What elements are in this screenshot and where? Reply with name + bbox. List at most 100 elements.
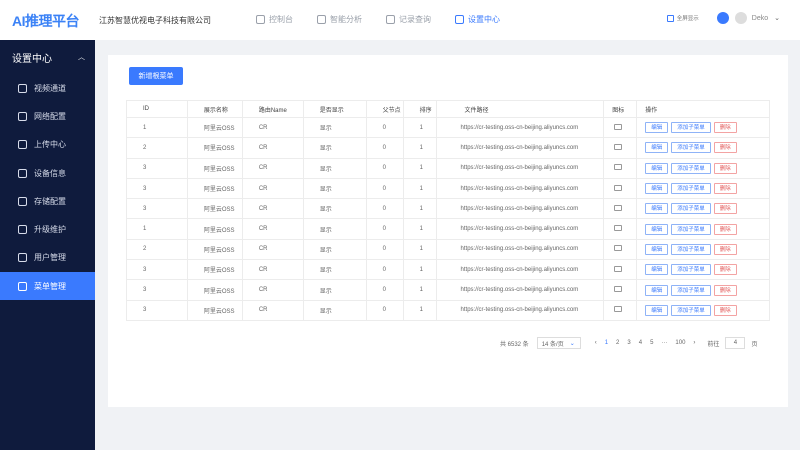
edit-button[interactable]: 编辑 [645,223,669,235]
page-size-select[interactable]: 14 条/页 ⌄ [536,337,581,349]
add-child-menu-button[interactable]: 添加子菜单 [671,304,711,316]
chevron-down-icon[interactable]: ⌄ [774,15,780,22]
add-child-menu-button[interactable]: 添加子菜单 [671,223,711,235]
sidebar-item-6[interactable]: 用户管理 [0,244,95,272]
edit-button[interactable]: 编辑 [645,183,669,195]
sidebar-title[interactable]: 设置中心 ︿ [12,53,85,65]
storage-icon [18,196,27,206]
sidebar-item-5[interactable]: 升级维护 [0,215,95,243]
add-child-menu-button[interactable]: 添加子菜单 [671,183,711,195]
bell-icon[interactable] [716,12,729,24]
sidebar-item-label: 设备信息 [34,168,66,178]
user-name[interactable]: Deko [751,14,769,22]
page-button[interactable]: 5 [650,340,654,346]
clock-icon [317,15,326,24]
delete-button[interactable]: 删除 [713,142,737,154]
delete-button[interactable]: 删除 [713,304,737,316]
delete-button[interactable]: 删除 [713,223,737,235]
edit-button[interactable]: 编辑 [645,264,669,276]
prev-page-button[interactable]: ‹ [594,340,597,346]
edit-button[interactable]: 编辑 [645,284,669,296]
nav-clock[interactable]: 智能分析 [317,14,362,25]
delete-button[interactable]: 删除 [713,243,737,255]
table-cell: 3 [126,177,188,200]
add-child-menu-button[interactable]: 添加子菜单 [671,122,711,134]
sidebar-item-7[interactable]: 菜单管理 [0,272,95,301]
avatar[interactable] [734,12,747,24]
table-cell: CR [241,259,304,281]
edit-button[interactable]: 编辑 [645,142,669,154]
column-header: 父节点 [365,100,404,118]
icon-cell [603,218,638,240]
chevron-down-icon: ⌄ [569,340,575,347]
delete-button[interactable]: 删除 [713,162,737,174]
table-cell: https://cr-testing.oss-cn-beijing.aliyun… [435,238,605,261]
goto-page-input[interactable]: 4 [725,337,746,349]
add-child-menu-button[interactable]: 添加子菜单 [671,203,711,215]
edit-button[interactable]: 编辑 [645,203,669,215]
table-cell: 1 [402,137,437,159]
sidebar-item-0[interactable]: 视频通道 [0,74,95,102]
add-root-menu-button[interactable]: 新增根菜单 [129,67,183,85]
home-icon [256,15,265,24]
ops-cell: 编辑 添加子菜单 删除 [636,299,770,321]
sidebar-item-3[interactable]: 设备信息 [0,159,95,187]
next-page-button[interactable]: › [693,340,696,346]
icon-cell [603,259,638,281]
table-cell: 3 [126,279,188,301]
page-button[interactable]: ··· [661,340,668,346]
table-cell: 阿里云OSS [186,137,243,159]
delete-button[interactable]: 删除 [713,183,737,195]
column-header: ID [126,100,188,118]
table-cell: 0 [365,198,404,220]
nav-label: 设置中心 [468,15,500,24]
table-cell: 阿里云OSS [186,177,243,200]
top-nav: 控制台 智能分析 记录查询 设置中心 [256,14,524,25]
folder-icon [614,184,623,191]
table-cell: 显示 [302,157,367,179]
table-cell: CR [241,116,304,139]
nav-home[interactable]: 控制台 [256,14,293,25]
sidebar-item-label: 网络配置 [34,111,66,121]
nav-monitor[interactable]: 记录查询 [386,14,431,25]
nav-label: 控制台 [269,15,293,24]
page-button[interactable]: 3 [627,340,631,346]
nav-cloud-upload[interactable]: 设置中心 [455,14,500,25]
ops-cell: 编辑 添加子菜单 删除 [636,218,770,240]
table-cell: 0 [365,116,404,139]
delete-button[interactable]: 删除 [713,203,737,215]
edit-button[interactable]: 编辑 [645,122,669,134]
delete-button[interactable]: 删除 [713,284,737,296]
table-cell: CR [241,238,304,261]
nav-label: 记录查询 [399,15,431,24]
video-icon [18,83,27,93]
delete-button[interactable]: 删除 [713,264,737,276]
edit-button[interactable]: 编辑 [645,162,669,174]
add-child-menu-button[interactable]: 添加子菜单 [671,264,711,276]
sidebar-item-1[interactable]: 网络配置 [0,102,95,130]
sidebar-item-2[interactable]: 上传中心 [0,131,95,159]
edit-button[interactable]: 编辑 [645,304,669,316]
column-header: 路由Name [241,100,304,118]
delete-button[interactable]: 删除 [713,122,737,134]
add-child-menu-button[interactable]: 添加子菜单 [671,284,711,296]
page-button[interactable]: 100 [675,340,686,346]
page-button[interactable]: 2 [616,340,620,346]
add-child-menu-button[interactable]: 添加子菜单 [671,243,711,255]
ops-cell: 编辑 添加子菜单 删除 [636,198,770,220]
add-child-menu-button[interactable]: 添加子菜单 [671,162,711,174]
sidebar-item-4[interactable]: 存储配置 [0,187,95,215]
fullscreen-button[interactable]: 全屏显示 [666,14,699,22]
table-cell: https://cr-testing.oss-cn-beijing.aliyun… [435,177,605,200]
edit-button[interactable]: 编辑 [645,243,669,255]
page-button[interactable]: 1 [604,340,609,346]
table-cell: 1 [402,259,437,281]
table-cell: 1 [402,116,437,139]
folder-icon [614,265,623,272]
add-child-menu-button[interactable]: 添加子菜单 [671,142,711,154]
folder-icon [614,286,623,293]
chevron-up-icon: ︿ [78,54,85,61]
table-cell: 3 [126,157,188,179]
page-button[interactable]: 4 [638,340,643,346]
table-cell: 0 [365,238,404,261]
